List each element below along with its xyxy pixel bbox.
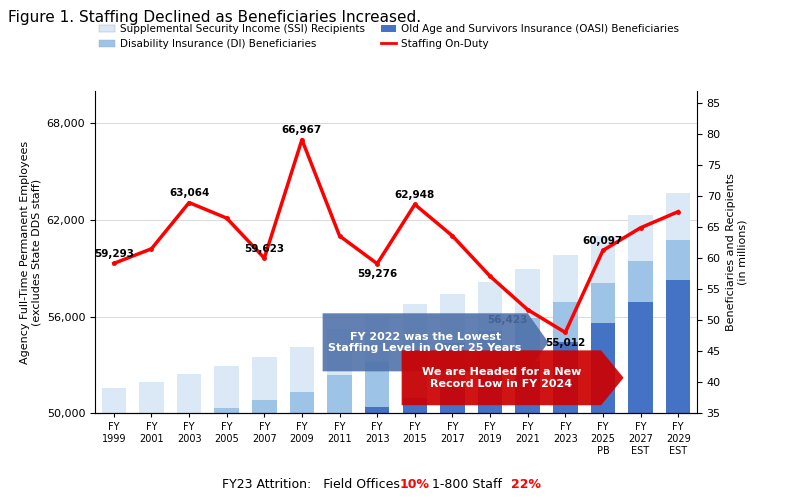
Bar [628,261,653,301]
Legend: Supplemental Security Income (SSI) Recipients, Disability Insurance (DI) Benefic: Supplemental Security Income (SSI) Recip… [95,20,683,53]
Bar [365,362,390,407]
Bar [666,193,691,239]
Bar [553,342,577,413]
Text: 55,012: 55,012 [545,338,585,348]
Bar [478,332,502,375]
Bar [402,398,427,413]
Bar [215,408,239,413]
Bar [327,375,352,413]
Bar [591,324,615,413]
Bar [402,304,427,352]
Text: Figure 1. Staffing Declined as Beneficiaries Increased.: Figure 1. Staffing Declined as Beneficia… [8,10,421,25]
Bar [591,236,615,283]
Text: 22%: 22% [511,478,541,491]
Bar [553,255,577,301]
Bar [290,347,314,392]
Bar [177,373,201,413]
Text: 63,064: 63,064 [169,188,209,198]
FancyArrow shape [322,313,548,371]
Text: We are Headed for a New
Record Low in FY 2024: We are Headed for a New Record Low in FY… [421,367,581,389]
Text: FY 2022 was the Lowest
Staffing Level in Over 25 Years: FY 2022 was the Lowest Staffing Level in… [329,332,522,353]
Bar [628,215,653,261]
Bar [440,343,465,387]
Y-axis label: Beneficiaries and Recipients
(in millions): Beneficiaries and Recipients (in million… [726,173,748,331]
Text: 59,293: 59,293 [93,249,134,259]
Bar [628,301,653,413]
Bar [365,407,390,413]
Bar [101,389,126,413]
Bar [252,400,276,413]
Text: 59,276: 59,276 [357,269,398,279]
Bar [252,357,276,400]
Bar [516,360,540,413]
Text: 10%: 10% [400,478,430,491]
Text: 59,623: 59,623 [244,243,284,254]
Bar [516,319,540,360]
Bar [215,365,239,408]
Text: 62,948: 62,948 [394,190,435,200]
Bar [666,280,691,413]
Text: 66,967: 66,967 [282,125,322,135]
Bar [365,314,390,362]
Bar [591,283,615,324]
Text: 60,097: 60,097 [583,236,623,246]
FancyArrow shape [402,350,623,405]
Bar [440,294,465,343]
Bar [478,282,502,332]
Bar [516,269,540,319]
Y-axis label: Agency Full-Time Permanent Employees
(excludes State DDS staff): Agency Full-Time Permanent Employees (ex… [20,141,41,363]
Bar [553,301,577,342]
Bar [327,329,352,375]
Bar [440,387,465,413]
Bar [139,382,164,413]
Text: 1-800 Staff: 1-800 Staff [424,478,506,491]
Bar [290,392,314,413]
Text: 56,423: 56,423 [487,315,527,325]
Bar [666,239,691,280]
Text: FY23 Attrition:   Field Offices: FY23 Attrition: Field Offices [222,478,404,491]
Bar [478,375,502,413]
Bar [402,352,427,398]
